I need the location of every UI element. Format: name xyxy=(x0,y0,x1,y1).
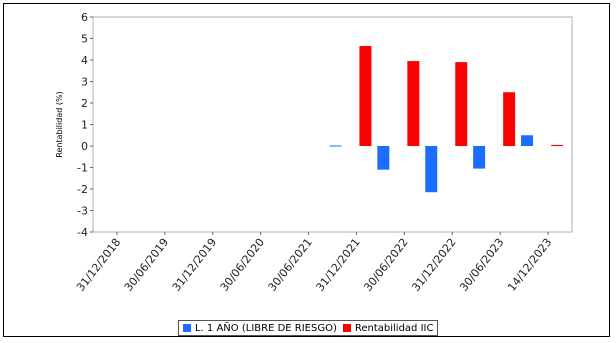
legend-swatch-rentabilidad xyxy=(342,324,351,332)
legend: L. 1 AÑO (LIBRE DE RIESGO) Rentabilidad … xyxy=(178,320,439,336)
bar-risk-free xyxy=(377,146,390,170)
y-tick-label: 6 xyxy=(81,11,88,24)
y-tick-label: 0 xyxy=(81,140,88,153)
x-tick-label: 31/12/2022 xyxy=(409,236,458,294)
plot-area: 6543210-1-2-3-431/12/201830/06/201931/12… xyxy=(74,11,573,294)
legend-label-rentabilidad: Rentabilidad IIC xyxy=(354,322,434,334)
x-tick-label: 30/06/2023 xyxy=(457,236,506,294)
bar-risk-free xyxy=(521,135,534,146)
y-tick-label: -3 xyxy=(77,205,88,218)
x-tick-label: 30/06/2021 xyxy=(266,236,315,294)
chart-frame: 6 5 4 3 2 1 0 -1 -2 -3 -4 31/12/2018 30/06/2019 31/12… xyxy=(3,3,610,337)
y-axis-title: Rentabilidad (%) xyxy=(55,91,64,157)
y-tick-label: -2 xyxy=(77,183,88,196)
y-tick-label: -1 xyxy=(77,162,88,175)
y-tick-label: -4 xyxy=(77,226,88,239)
bar-risk-free xyxy=(473,146,486,169)
bar-rentabilidad xyxy=(359,46,372,146)
y-tick-label: 2 xyxy=(81,97,88,110)
x-tick-label: 30/06/2020 xyxy=(218,236,267,294)
legend-item-risk-free: L. 1 AÑO (LIBRE DE RIESGO) xyxy=(183,323,337,334)
bar-rentabilidad xyxy=(551,144,564,146)
x-tick-label: 31/12/2019 xyxy=(170,236,219,294)
x-tick-label: 31/12/2021 xyxy=(314,236,363,294)
plot-border xyxy=(92,16,573,233)
legend-label-risk-free: L. 1 AÑO (LIBRE DE RIESGO) xyxy=(195,322,337,334)
legend-item-rentabilidad: Rentabilidad IIC xyxy=(342,322,434,334)
y-tick-label: 5 xyxy=(81,33,88,46)
bar-rentabilidad xyxy=(503,92,516,146)
x-tick-label: 31/12/2018 xyxy=(74,236,123,294)
x-tick-label: 30/06/2019 xyxy=(122,236,171,294)
bar-rentabilidad xyxy=(455,62,468,146)
chart-svg: 6543210-1-2-3-431/12/201830/06/201931/12… xyxy=(55,11,573,294)
bar-risk-free xyxy=(329,145,342,147)
y-tick-label: 3 xyxy=(81,76,88,89)
y-tick-label: 1 xyxy=(81,119,88,132)
x-tick-label: 14/12/2023 xyxy=(505,236,554,294)
bar-rentabilidad xyxy=(407,61,420,147)
y-tick-label: 4 xyxy=(81,54,88,67)
bar-risk-free xyxy=(425,146,438,193)
legend-swatch-risk-free xyxy=(183,324,191,332)
x-tick-label: 30/06/2022 xyxy=(361,236,410,294)
